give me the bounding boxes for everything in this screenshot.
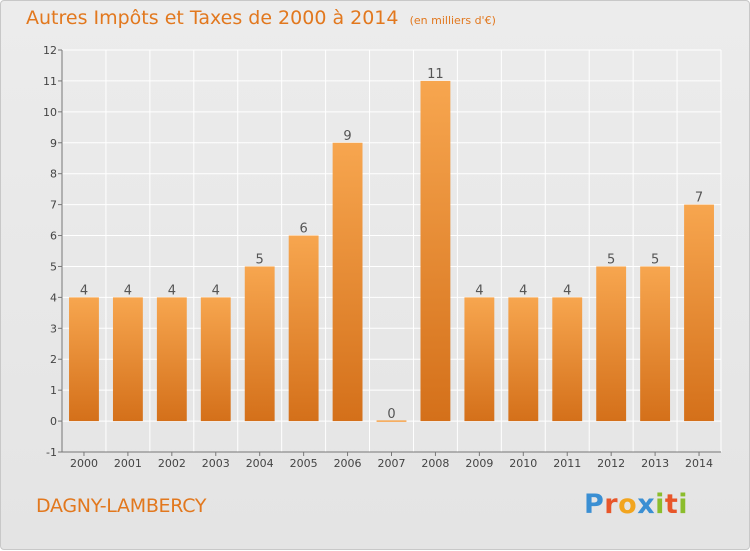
y-tick-label: 1 (50, 384, 57, 397)
x-tick-label: 2011 (553, 457, 581, 470)
data-label: 4 (519, 283, 527, 298)
bar (420, 80, 451, 422)
x-tick-label: 2000 (70, 457, 98, 470)
x-tick-label: 2004 (246, 457, 274, 470)
y-tick-label: 10 (43, 106, 57, 119)
x-tick-label: 2008 (421, 457, 449, 470)
y-tick-label: 12 (43, 44, 57, 57)
data-label: 4 (212, 283, 220, 298)
data-labels: 4 4 4 4 5 6 9 0 11 4 4 4 5 5 7 (80, 67, 703, 422)
bar (464, 297, 495, 422)
proxiti-logo: Proxiti (584, 489, 689, 520)
bar (596, 266, 627, 422)
x-tick-label: 2003 (202, 457, 230, 470)
bar (244, 266, 275, 422)
bar (552, 297, 583, 422)
title-row: Autres Impôts et Taxes de 2000 à 2014 (e… (26, 7, 496, 29)
data-label: 4 (475, 283, 483, 298)
data-label: 5 (651, 252, 659, 267)
chart-subtitle: (en milliers d'€) (409, 14, 496, 27)
bar (156, 297, 187, 422)
y-tick-label: 0 (50, 415, 57, 428)
x-tick-label: 2014 (685, 457, 713, 470)
bar (332, 142, 363, 422)
chart-title: Autres Impôts et Taxes de 2000 à 2014 (26, 7, 399, 29)
y-tick-label: 7 (50, 199, 57, 212)
data-label: 7 (695, 191, 703, 206)
x-tick-label: 2013 (641, 457, 669, 470)
y-tick-label: 3 (50, 322, 57, 335)
data-label: 4 (124, 283, 132, 298)
data-label: 9 (343, 129, 351, 144)
commune-name: DAGNY-LAMBERCY (36, 495, 207, 517)
bars (69, 80, 714, 422)
y-tick-label: 2 (50, 353, 57, 366)
data-label: 4 (80, 283, 88, 298)
y-tick-label: 8 (50, 168, 57, 181)
x-tick-label: 2001 (114, 457, 142, 470)
data-label: 4 (168, 283, 176, 298)
data-label: 5 (256, 252, 264, 267)
y-tick-label: 11 (43, 75, 57, 88)
bar (200, 297, 231, 422)
y-tick-label: -1 (46, 446, 57, 459)
x-tick-label: 2012 (597, 457, 625, 470)
x-tick-label: 2007 (378, 457, 406, 470)
y-tick-label: 5 (50, 260, 57, 273)
data-label: 0 (387, 407, 395, 422)
bar (640, 266, 671, 422)
bar (508, 297, 539, 422)
x-tick-label: 2005 (290, 457, 318, 470)
bar (112, 297, 143, 422)
data-label: 5 (607, 252, 615, 267)
data-label: 6 (299, 222, 307, 237)
data-label: 4 (563, 283, 571, 298)
bar (684, 204, 714, 422)
x-tick-label: 2002 (158, 457, 186, 470)
x-tick-label: 2010 (509, 457, 537, 470)
y-tick-label: 9 (50, 137, 57, 150)
data-label: 11 (427, 67, 444, 82)
bar (288, 235, 319, 422)
y-tick-label: 4 (50, 291, 57, 304)
x-tick-label: 2009 (465, 457, 493, 470)
bar (69, 297, 99, 422)
x-tick-label: 2006 (334, 457, 362, 470)
y-tick-label: 6 (50, 230, 57, 243)
